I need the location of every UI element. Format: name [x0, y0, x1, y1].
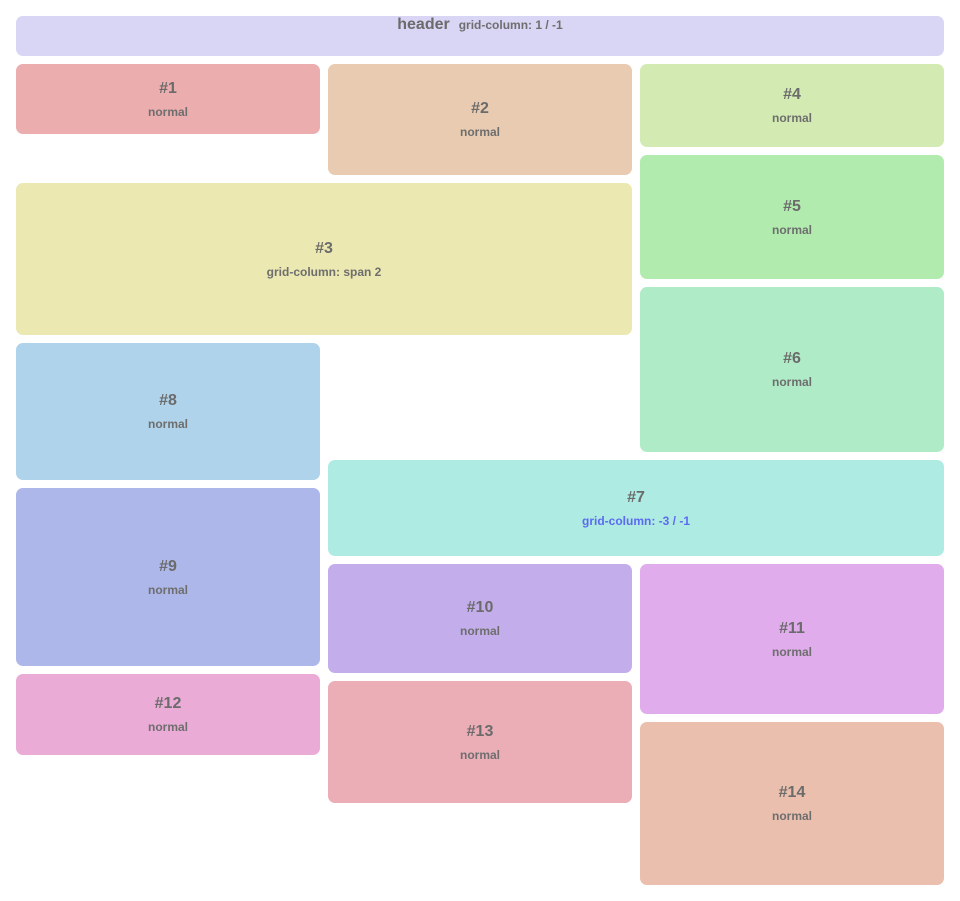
grid-item-5: #5 normal: [640, 155, 944, 279]
grid-item-12: #12 normal: [16, 674, 320, 755]
item-label: #1: [159, 79, 177, 97]
item-label: #2: [471, 100, 489, 117]
item-subtitle: normal: [771, 111, 812, 125]
item-subtitle: normal: [147, 104, 188, 119]
item-label: #7: [627, 488, 645, 506]
item-label: #6: [783, 350, 801, 367]
grid-item-13: #13 normal: [328, 681, 632, 803]
header-subtitle: grid-column: 1 / -1: [458, 18, 563, 32]
grid-item-10: #10 normal: [328, 564, 632, 673]
item-label: #5: [783, 197, 801, 215]
grid-header: header grid-column: 1 / -1: [16, 16, 944, 56]
item-subtitle: normal: [771, 222, 812, 237]
grid-item-7: #7 grid-column: -3 / -1: [328, 460, 944, 556]
grid-item-6: #6 normal: [640, 287, 944, 452]
item-subtitle: grid-column: -3 / -1: [582, 513, 690, 528]
item-subtitle: normal: [771, 644, 812, 659]
header-title: header: [397, 16, 450, 33]
grid-item-1: #1 normal: [16, 64, 320, 134]
item-subtitle: normal: [459, 125, 500, 139]
grid-item-3: #3 grid-column: span 2: [16, 183, 632, 335]
item-subtitle: normal: [147, 417, 188, 431]
grid-item-14: #14 normal: [640, 722, 944, 885]
item-label: #12: [154, 695, 182, 712]
item-subtitle: grid-column: span 2: [266, 264, 382, 279]
grid-item-9: #9 normal: [16, 488, 320, 666]
item-label: #4: [783, 86, 801, 103]
item-label: #10: [466, 599, 494, 616]
item-label: #14: [778, 784, 806, 801]
item-subtitle: normal: [771, 375, 812, 389]
item-subtitle: normal: [147, 720, 188, 734]
item-subtitle: normal: [459, 747, 500, 762]
item-subtitle: normal: [147, 582, 188, 597]
item-label: #8: [159, 392, 177, 409]
grid-item-2: #2 normal: [328, 64, 632, 175]
item-label: #3: [315, 239, 333, 257]
item-label: #11: [779, 619, 805, 637]
item-label: #9: [159, 557, 177, 575]
grid-item-8: #8 normal: [16, 343, 320, 480]
grid-item-4: #4 normal: [640, 64, 944, 147]
item-subtitle: normal: [771, 809, 812, 823]
grid-item-11: #11 normal: [640, 564, 944, 714]
item-label: #13: [466, 722, 494, 740]
item-subtitle: normal: [459, 624, 500, 638]
